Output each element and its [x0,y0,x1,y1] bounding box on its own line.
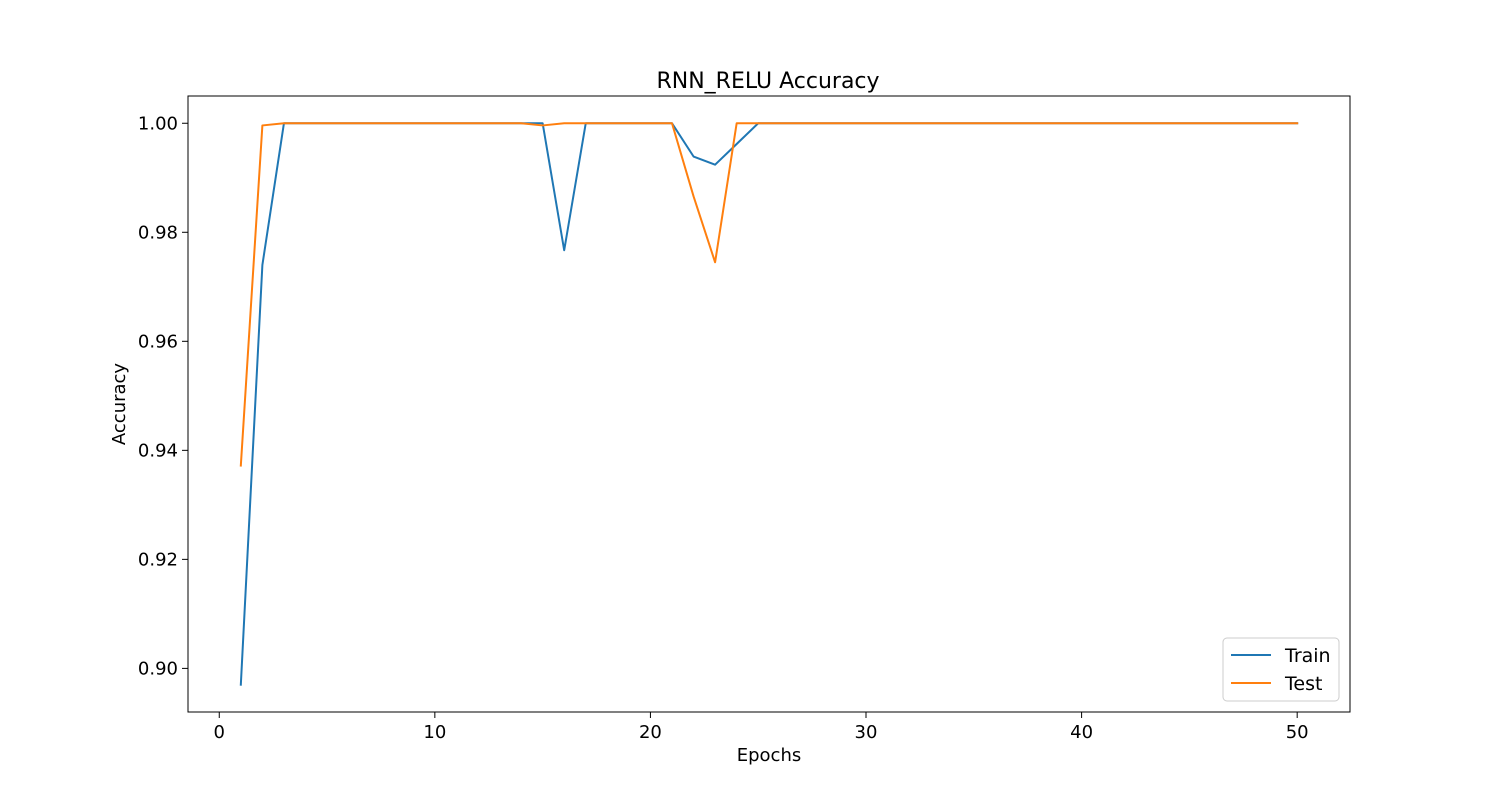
x-tick-label: 10 [423,722,446,743]
y-tick-label: 0.92 [138,549,178,570]
legend-box [1222,637,1340,702]
x-tick-label: 50 [1286,722,1309,743]
axes-frame [187,95,1351,713]
y-axis-label: Accuracy [109,363,130,446]
x-axis-label: Epochs [737,745,802,766]
y-tick-label: 0.94 [138,440,178,461]
y-tick-label: 1.00 [138,113,178,134]
y-tick-label: 0.96 [138,331,178,352]
chart-title: RNN_RELU Accuracy [656,69,879,94]
y-tick-label: 0.98 [138,222,178,243]
x-tick-label: 30 [855,722,878,743]
x-tick-label: 40 [1070,722,1093,743]
legend-label-test: Test [1284,673,1322,695]
legend: Train Test [1222,637,1340,702]
x-tick-label: 20 [639,722,662,743]
series-line-test [239,122,1299,467]
y-axis-ticks: 0.90 0.92 0.94 0.96 0.98 1.00 [138,113,188,679]
y-tick-label: 0.90 [138,658,178,679]
legend-label-train: Train [1284,645,1331,667]
plot-area [239,122,1299,686]
x-axis-ticks: 0 10 20 30 40 50 [214,712,1309,743]
x-tick-label: 0 [214,722,225,743]
